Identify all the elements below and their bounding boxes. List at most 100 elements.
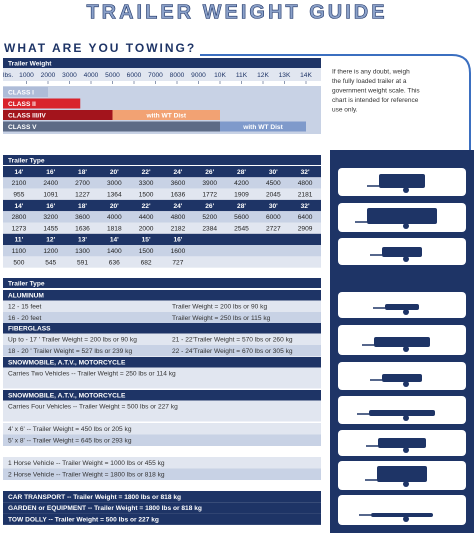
weight-cell: 4500 — [266, 180, 281, 187]
scale-tick-label: 1000 — [19, 72, 34, 79]
weight-cell: 6400 — [298, 214, 313, 221]
note-line: chart is intended for reference — [332, 97, 419, 104]
icon-wheel — [403, 256, 409, 262]
weight-cell: 591 — [77, 259, 88, 266]
length-cell: 14' — [110, 237, 119, 244]
class-extension-bar — [220, 121, 306, 132]
weight-row — [3, 245, 321, 257]
length-cell: 28' — [237, 203, 246, 210]
length-cell: 14' — [14, 203, 23, 210]
length-cell: 11' — [15, 237, 24, 244]
weight-cell: 4000 — [107, 214, 122, 221]
icon-body — [374, 337, 430, 347]
weight-cell: 3600 — [171, 180, 186, 187]
note-line: use only. — [332, 107, 358, 114]
section-heading: FIBERGLASS — [8, 325, 51, 332]
weight-cell: 5600 — [234, 214, 249, 221]
list-cell: 16 - 20 feet — [8, 315, 42, 322]
scale-tick-label: 6000 — [127, 72, 142, 79]
table-header-bar — [3, 155, 321, 165]
scale-unit: lbs. — [3, 72, 13, 79]
length-cell: 16' — [173, 237, 182, 244]
list-title: Trailer Type — [8, 280, 45, 287]
scale-tick-label: 4000 — [84, 72, 99, 79]
class-extension-label: with WT Dist — [145, 112, 186, 119]
weight-cell: 500 — [13, 259, 24, 266]
footer-row-bar — [3, 491, 321, 503]
scale-tick-label: 7000 — [148, 72, 163, 79]
weight-cell: 4800 — [298, 180, 313, 187]
length-cell: 13' — [78, 237, 87, 244]
weight-row — [3, 177, 321, 189]
length-cell: 24' — [173, 203, 182, 210]
list-row — [3, 434, 321, 446]
list-row — [3, 457, 321, 469]
icon-wheel — [403, 481, 409, 487]
note-line: the fully loaded trailer at a — [332, 78, 407, 85]
length-cell: 32' — [301, 169, 310, 176]
scale-title: Trailer Weight — [8, 60, 52, 67]
icon-wheel — [403, 346, 409, 352]
class-bar — [3, 110, 113, 120]
weight-cell: 2909 — [298, 225, 313, 232]
footer-row-bar — [3, 513, 321, 525]
list-row — [3, 333, 321, 345]
scale-tick-label: 5000 — [105, 72, 120, 79]
weight-cell: 1455 — [43, 225, 58, 232]
scale-tick-label: 2000 — [41, 72, 56, 79]
weight-cell: 1364 — [107, 192, 122, 199]
weight-cell: 1636 — [75, 225, 90, 232]
list-cell: 5' x 8' -- Trailer Weight = 645 lbs or 2… — [8, 437, 132, 444]
icon-wheel — [403, 516, 409, 522]
icon-wheel — [403, 447, 409, 453]
list-cell: 21 - 22'Trailer Weight = 570 lbs or 260 … — [172, 336, 293, 343]
class-extension-label: with WT Dist — [242, 124, 283, 131]
footer-row-bar — [3, 502, 321, 514]
length-cell: 30' — [269, 203, 278, 210]
length-cell: 26' — [205, 169, 214, 176]
weight-cell: 2800 — [12, 214, 27, 221]
length-row — [3, 199, 321, 212]
weight-row — [3, 211, 321, 223]
class-label: CLASS V — [8, 124, 37, 131]
list-row — [3, 423, 321, 435]
length-cell: 15' — [142, 237, 151, 244]
section-heading: SNOWMOBILE, A.T.V., MOTORCYCLE — [8, 392, 126, 399]
list-cell: 1 Horse Vehicle -- Trailer Weight = 1000… — [8, 460, 165, 467]
length-cell: 20' — [110, 169, 119, 176]
scale-header-bar — [3, 58, 321, 68]
icon-body — [382, 247, 422, 257]
weight-cell: 1909 — [234, 192, 249, 199]
list-cell: 22 - 24'Trailer Weight = 670 lbs or 305 … — [172, 348, 293, 355]
scale-tick-label: 10K — [214, 72, 226, 79]
weight-cell: 1273 — [12, 225, 27, 232]
weight-cell: 6000 — [266, 214, 281, 221]
scale-tick-label: 13K — [279, 72, 291, 79]
list-cell: 4' x 6' -- Trailer Weight = 450 lbs or 2… — [8, 426, 132, 433]
weight-cell: 955 — [13, 192, 24, 199]
footer-row: CAR TRANSPORT -- Trailer Weight = 1800 l… — [8, 494, 181, 501]
weight-cell: 4200 — [234, 180, 249, 187]
length-row — [3, 166, 321, 178]
weight-cell: 636 — [109, 259, 120, 266]
length-cell: 26' — [205, 203, 214, 210]
note-line: government weight scale. This — [332, 88, 420, 95]
section-heading-bar — [3, 357, 321, 368]
weight-cell: 4400 — [139, 214, 154, 221]
length-cell: 32' — [301, 203, 310, 210]
scale-tick-label: 8000 — [170, 72, 185, 79]
weight-cell: 1200 — [43, 248, 58, 255]
icon-body — [378, 438, 426, 448]
weight-cell: 1100 — [12, 248, 27, 255]
section-heading: ALUMINUM — [8, 292, 44, 299]
scale-tick-label: 12K — [257, 72, 269, 79]
list-row — [3, 468, 321, 480]
icon-body — [371, 513, 433, 517]
list-cell: Carries Two Vehicles -- Trailer Weight =… — [8, 370, 176, 377]
list-cell: Carries Four Vehicles -- Trailer Weight … — [8, 403, 178, 410]
weight-row — [3, 256, 321, 268]
icon-body — [379, 174, 425, 188]
length-cell: 14' — [14, 169, 23, 176]
